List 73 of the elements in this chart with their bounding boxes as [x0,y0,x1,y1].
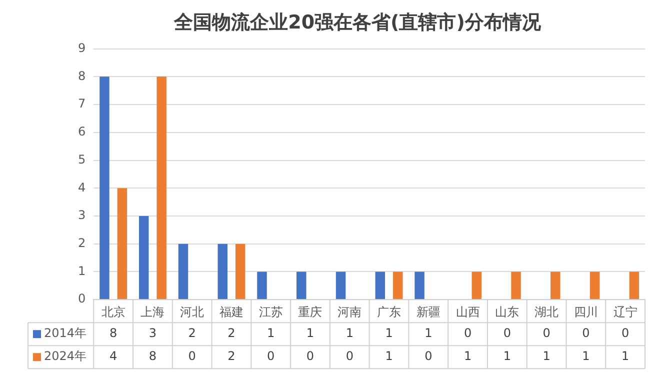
data-label: 0 [267,349,275,364]
data-label: 1 [267,326,275,340]
data-label: 2 [228,349,236,364]
bar [590,272,600,300]
data-label: 1 [346,326,354,340]
data-label: 0 [503,326,511,340]
y-tick-label: 0 [78,292,86,306]
bar [138,216,149,300]
bar [336,272,346,300]
x-tick-label: 江苏 [258,304,283,319]
y-tick-label: 3 [78,208,86,222]
data-label: 2 [188,326,196,340]
x-tick-label: 重庆 [298,304,322,319]
x-tick-label: 河北 [180,304,204,319]
bar [257,272,267,300]
x-tick-label: 辽宁 [613,304,638,319]
data-label: 0 [464,326,472,340]
x-tick-label: 福建 [219,304,244,319]
data-label: 4 [110,349,118,364]
bar [117,188,128,300]
bar [472,272,482,300]
x-tick-label: 北京 [101,304,126,319]
x-tick-label: 广东 [377,304,402,319]
y-tick-label: 5 [78,152,86,166]
bar [156,76,166,300]
data-label: 0 [346,349,354,364]
x-tick-label: 河南 [338,304,362,319]
y-tick-label: 9 [78,40,86,55]
x-tick-label: 四川 [574,304,598,319]
legend-label: 2024年 [44,349,87,364]
data-label: 1 [385,326,393,340]
data-label: 1 [306,326,314,340]
data-label: 1 [385,349,393,364]
y-tick-label: 4 [78,180,86,194]
y-tick-label: 1 [78,264,86,278]
bar [218,244,228,300]
data-label: 0 [424,349,432,364]
bar [392,272,403,300]
data-label: 0 [542,326,550,340]
x-tick-label: 新疆 [416,304,440,319]
data-label: 8 [110,326,118,340]
x-tick-label: 山东 [495,304,520,319]
y-tick-label: 2 [78,236,86,250]
bar [414,272,424,300]
data-label: 2 [228,326,236,340]
data-label: 1 [464,349,472,364]
data-label: 0 [621,326,630,340]
x-tick-label: 上海 [140,304,165,319]
y-tick-label: 6 [78,124,86,139]
x-tick-label: 山西 [456,304,480,319]
bar [100,76,110,300]
data-label: 1 [542,349,550,364]
data-label: 1 [503,349,511,364]
y-tick-label: 7 [78,96,86,111]
data-label: 1 [621,349,630,364]
y-tick-label: 8 [78,68,86,83]
data-label: 1 [582,349,590,364]
data-label: 0 [306,349,314,364]
bar [235,244,246,300]
data-label: 0 [582,326,590,340]
legend-label: 2014年 [44,326,87,340]
chart-title: 全国物流企业20强在各省(直辖市)分布情况 [173,11,542,34]
bar [296,272,306,300]
bar [375,272,386,300]
bar [550,272,560,300]
bar [629,272,640,300]
data-label: 3 [148,326,157,340]
data-label: 8 [148,349,157,364]
bar [511,272,521,300]
data-label: 0 [188,349,196,364]
bar [178,244,188,300]
data-label: 1 [424,326,432,340]
x-tick-label: 湖北 [534,304,559,319]
